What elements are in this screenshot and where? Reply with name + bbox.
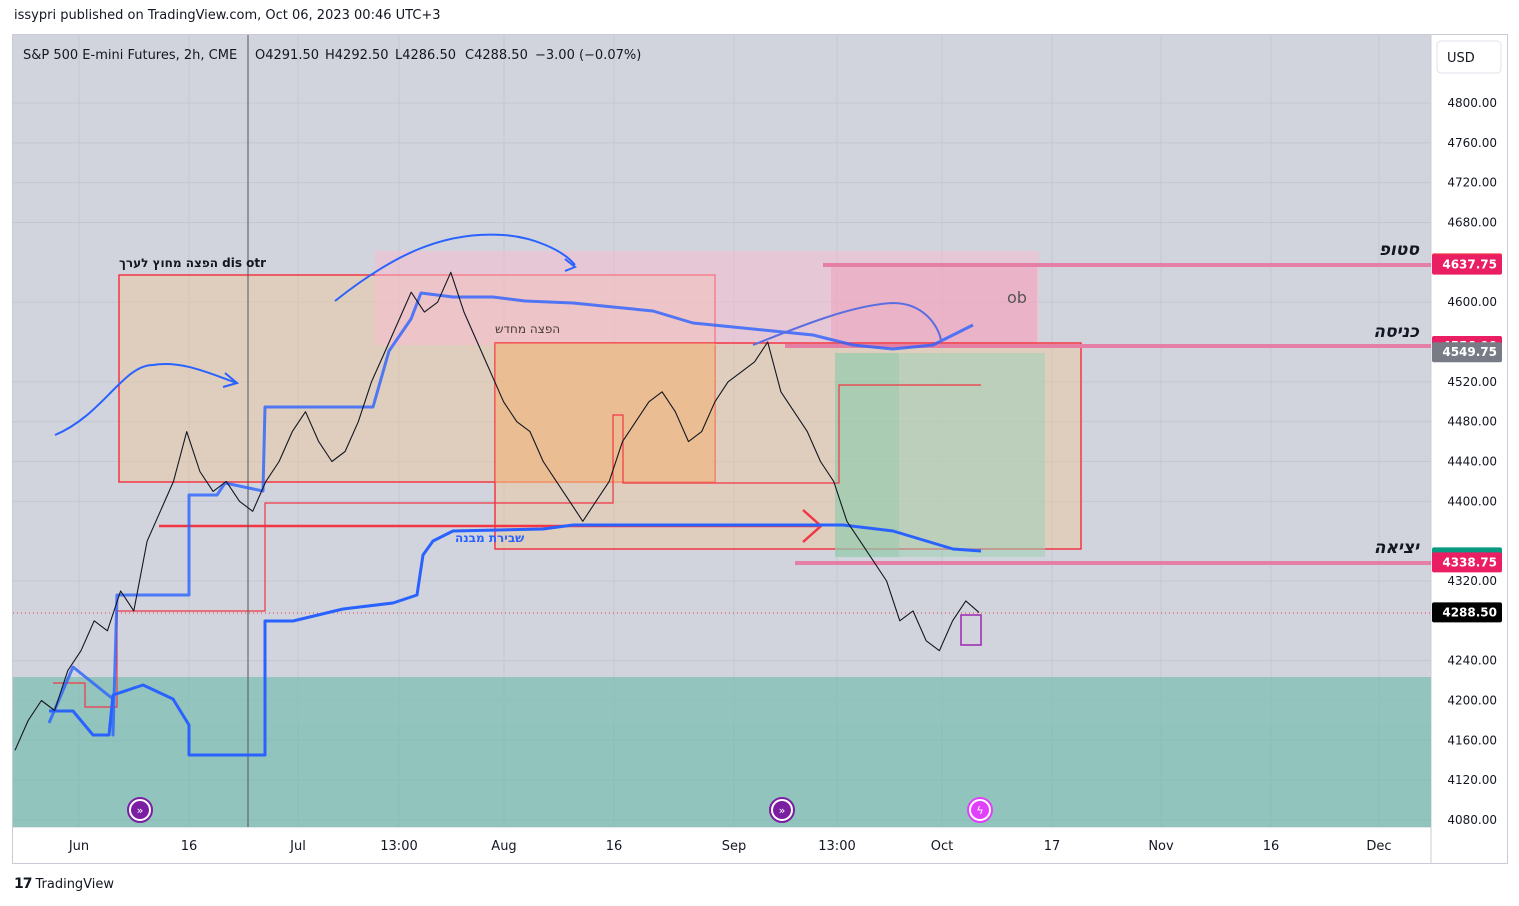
legend-symbol: S&P 500 E-mini Futures, 2h, CME <box>23 48 237 63</box>
overlap-box <box>495 343 715 483</box>
x-tick-label: Nov <box>1148 839 1174 854</box>
annotation-stop[interactable]: סטופ <box>1379 240 1421 260</box>
x-tick-label: Aug <box>491 839 516 854</box>
y-tick-label: 4760.00 <box>1447 136 1497 150</box>
annotation-structure-break[interactable]: שבירת מבנה <box>455 531 524 545</box>
currency-label: USD <box>1447 51 1475 66</box>
y-tick-label: 4320.00 <box>1447 574 1497 588</box>
price-tag-label: 4549.75 <box>1442 345 1497 359</box>
y-tick-label: 4400.00 <box>1447 494 1497 508</box>
chart-svg[interactable]: הפצה מחוץ לערך dis otr הפצה מחדש שבירת מ… <box>13 35 1507 863</box>
event-arrow-icon: » <box>779 804 786 817</box>
x-tick-label: 16 <box>181 839 198 854</box>
published-line: issypri published on TradingView.com, Oc… <box>14 8 441 23</box>
y-axis-labels: 4800.00 4760.00 4720.00 4680.00 4600.00 4520.… <box>1447 96 1497 827</box>
x-tick-label: Jun <box>68 839 89 854</box>
y-tick-label: 4680.00 <box>1447 216 1497 230</box>
purple-marker-box <box>960 614 982 646</box>
legend-open: O4291.50 <box>255 48 319 63</box>
x-tick-label: 13:00 <box>818 839 855 854</box>
event-arrow-icon: » <box>137 804 144 817</box>
x-tick-label: Oct <box>931 839 953 854</box>
lightning-icon: ϟ <box>976 804 983 817</box>
x-tick-label: Dec <box>1366 839 1391 854</box>
legend-change: −3.00 (−0.07%) <box>535 48 641 63</box>
blue-indicator-upper <box>47 291 974 737</box>
tradingview-brand: TradingView <box>35 876 115 892</box>
y-tick-label: 4120.00 <box>1447 773 1497 787</box>
legend-close: C4288.50 <box>465 48 528 63</box>
red-step-line <box>53 384 981 708</box>
event-icon-2[interactable]: » <box>769 797 795 823</box>
annotation-redistribution[interactable]: הפצה מחדש <box>495 322 560 336</box>
price-axis[interactable] <box>1431 35 1507 863</box>
price-series-line <box>14 271 980 751</box>
price-tag-label: 4288.50 <box>1442 605 1497 619</box>
annotation-exit[interactable]: יציאה <box>1374 538 1420 558</box>
price-tags: 4639.004637.754556.004549.754343.754338.… <box>1432 253 1502 623</box>
x-tick-label: Sep <box>722 839 747 854</box>
event-icon-1[interactable]: » <box>127 797 153 823</box>
y-tick-label: 4720.00 <box>1447 176 1497 190</box>
chart-frame[interactable]: הפצה מחוץ לערך dis otr הפצה מחדש שבירת מ… <box>12 34 1508 864</box>
blue-indicator-lower <box>49 523 982 757</box>
price-tag[interactable]: 4288.50 <box>1432 602 1502 623</box>
long-position-box[interactable] <box>835 353 1045 557</box>
x-axis-labels: Jun 16 Jul 13:00 Aug 16 Sep 13:00 Oct 17 Nov 16 Dec <box>68 839 1392 854</box>
legend[interactable]: S&P 500 E-mini Futures, 2h, CME O4291.50… <box>23 48 641 63</box>
annotation-ob[interactable]: ob <box>1007 288 1027 307</box>
price-tag[interactable]: 4338.75 <box>1432 552 1502 573</box>
y-tick-label: 4080.00 <box>1447 813 1497 827</box>
time-axis[interactable] <box>13 827 1431 863</box>
y-tick-label: 4600.00 <box>1447 295 1497 309</box>
y-tick-label: 4160.00 <box>1447 733 1497 747</box>
x-tick-label: 16 <box>606 839 623 854</box>
x-tick-label: 13:00 <box>380 839 417 854</box>
demand-zone-upper <box>13 677 1431 723</box>
x-tick-label: 17 <box>1044 839 1061 854</box>
y-tick-label: 4440.00 <box>1447 455 1497 469</box>
currency-button[interactable]: USD <box>1436 40 1502 74</box>
annotation-dis-otr[interactable]: הפצה מחוץ לערך dis otr <box>119 256 266 270</box>
hand-arc-top-arrow <box>564 258 577 272</box>
y-tick-label: 4200.00 <box>1447 694 1497 708</box>
tradingview-logo-icon: 𝟭𝟳 <box>14 876 33 892</box>
tradingview-logo[interactable]: 𝟭𝟳 TradingView <box>14 876 114 892</box>
y-tick-label: 4240.00 <box>1447 654 1497 668</box>
legend-high: H4292.50 <box>325 48 389 63</box>
y-tick-label: 4520.00 <box>1447 375 1497 389</box>
y-tick-label: 4800.00 <box>1447 96 1497 110</box>
hand-arc-left <box>54 363 238 436</box>
long-position-inner <box>835 353 899 557</box>
demand-zone-lower <box>13 723 1431 827</box>
event-icon-3[interactable]: ϟ <box>967 797 993 823</box>
hand-arc-left-arrow <box>222 372 240 388</box>
price-tag-label: 4637.75 <box>1442 258 1497 272</box>
price-tag-label: 4338.75 <box>1442 555 1497 569</box>
legend-low: L4286.50 <box>395 48 456 63</box>
x-tick-label: 16 <box>1263 839 1280 854</box>
x-tick-label: Jul <box>289 839 306 854</box>
y-tick-label: 4480.00 <box>1447 415 1497 429</box>
price-tag[interactable]: 4637.75 <box>1432 254 1502 275</box>
hand-arc-right <box>752 301 942 346</box>
hand-arc-top <box>334 233 576 302</box>
annotation-entry[interactable]: כניסה <box>1373 322 1419 342</box>
price-tag[interactable]: 4549.75 <box>1432 342 1502 363</box>
order-block-box[interactable] <box>831 263 1037 345</box>
